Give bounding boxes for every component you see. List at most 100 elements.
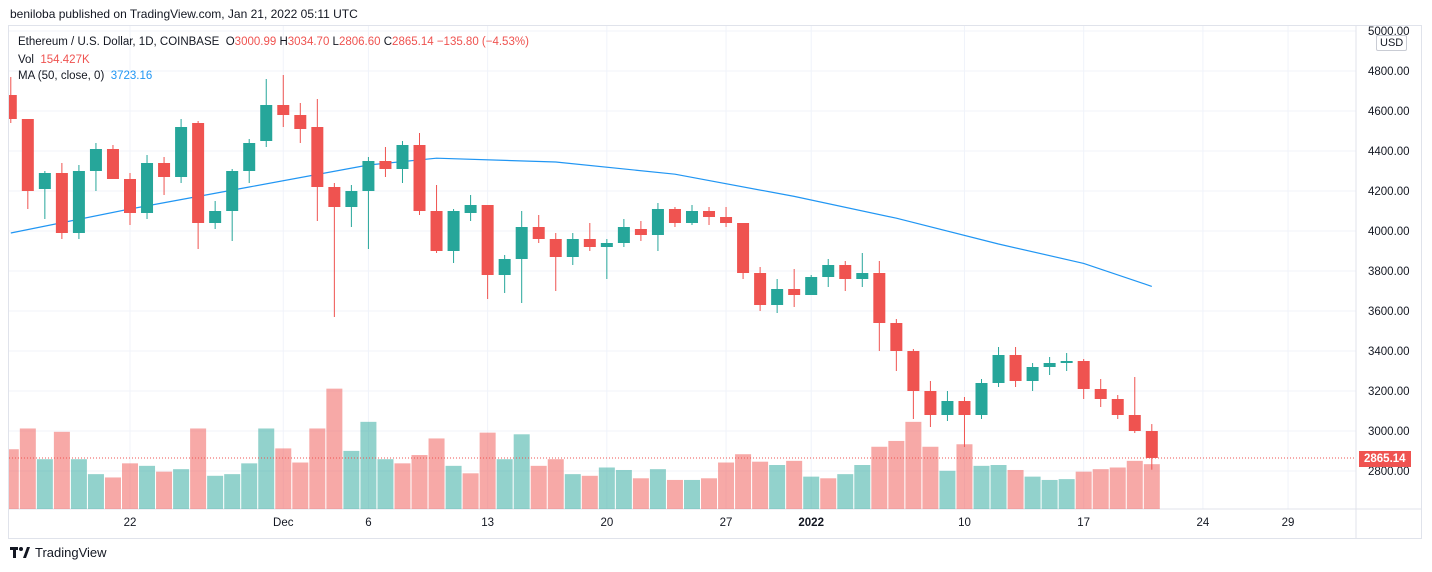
candle bbox=[1145, 424, 1158, 470]
candle bbox=[532, 215, 545, 243]
candle-body bbox=[72, 171, 85, 233]
candle bbox=[788, 269, 801, 307]
candle-body bbox=[55, 173, 68, 233]
volume-bar bbox=[19, 428, 36, 509]
candle-body bbox=[294, 115, 307, 129]
candle bbox=[617, 219, 630, 247]
candle-body bbox=[175, 127, 188, 177]
time-tick-label: 29 bbox=[1282, 517, 1295, 529]
candle-body bbox=[260, 105, 273, 141]
candles bbox=[9, 75, 1158, 470]
candle bbox=[38, 171, 51, 219]
candle bbox=[1060, 353, 1073, 371]
candle bbox=[175, 119, 188, 183]
volume-bar bbox=[649, 469, 666, 509]
candle bbox=[260, 79, 273, 147]
volume-bar bbox=[326, 388, 343, 509]
candle bbox=[583, 223, 596, 251]
volume-bar bbox=[888, 440, 905, 509]
price-tick-label: 3600.00 bbox=[1368, 306, 1410, 318]
candle bbox=[209, 201, 222, 229]
volume-bar bbox=[139, 465, 156, 509]
candle bbox=[243, 139, 256, 183]
tradingview-brand[interactable]: TradingView bbox=[10, 545, 107, 560]
candle-body bbox=[720, 217, 733, 223]
candle bbox=[566, 233, 579, 265]
candle bbox=[822, 259, 835, 287]
candle-body bbox=[1128, 415, 1141, 431]
candle bbox=[498, 255, 511, 293]
candle-body bbox=[311, 127, 324, 187]
candle-body bbox=[975, 383, 988, 415]
volume-bar bbox=[735, 454, 752, 509]
candle-body bbox=[209, 211, 222, 223]
volume-bar bbox=[411, 455, 428, 509]
candle bbox=[634, 221, 647, 241]
candle-body bbox=[1145, 431, 1158, 458]
candle-body bbox=[549, 239, 562, 257]
volume-bar bbox=[343, 450, 360, 509]
candle bbox=[856, 253, 869, 287]
candle bbox=[89, 143, 102, 191]
time-tick-label: 2022 bbox=[798, 517, 824, 529]
price-tick-label: 3400.00 bbox=[1368, 346, 1410, 358]
volume-bar bbox=[104, 477, 121, 509]
candle-body bbox=[345, 191, 358, 207]
candle-body bbox=[634, 229, 647, 235]
tradingview-logo-icon bbox=[10, 546, 30, 558]
candle-body bbox=[737, 223, 750, 273]
candle bbox=[549, 233, 562, 291]
candle-body bbox=[362, 161, 375, 191]
volume-bar bbox=[547, 459, 564, 509]
price-tick-label: 3800.00 bbox=[1368, 266, 1410, 278]
time-axis: 22 Dec 6 13 20 27 2022 10 17 24 29 bbox=[124, 517, 1295, 529]
candle-body bbox=[668, 209, 681, 223]
candle-body bbox=[328, 187, 341, 207]
candle bbox=[1026, 363, 1039, 391]
candle-body bbox=[788, 289, 801, 295]
candle-body bbox=[771, 289, 784, 305]
volume-bar bbox=[173, 469, 190, 509]
legend-ma: MA (50, close, 0) 3723.16 bbox=[18, 70, 152, 82]
candle-body bbox=[1094, 389, 1107, 399]
legend-symbol: Ethereum / U.S. Dollar, 1D, COINBASE bbox=[18, 36, 220, 48]
volume-bar bbox=[769, 465, 786, 509]
price-tick-label: 4200.00 bbox=[1368, 186, 1410, 198]
time-tick-label: Dec bbox=[273, 517, 294, 529]
legend-ohlc: Ethereum / U.S. Dollar, 1D, COINBASE O30… bbox=[18, 36, 529, 48]
legend-change: −135.80 (−4.53%) bbox=[436, 36, 529, 48]
candle bbox=[1043, 357, 1056, 375]
price-tick-label: 4400.00 bbox=[1368, 146, 1410, 158]
candle-body bbox=[481, 205, 494, 275]
candle bbox=[958, 397, 971, 447]
volume-bar bbox=[1024, 476, 1041, 509]
volume-bar bbox=[496, 459, 513, 509]
candle-body bbox=[38, 173, 51, 189]
candle bbox=[21, 119, 34, 209]
candle-body bbox=[379, 161, 392, 169]
currency-badge[interactable]: USD bbox=[1376, 35, 1408, 51]
volume-bar bbox=[53, 431, 70, 509]
candle bbox=[1094, 379, 1107, 407]
legend-volume: Vol 154.427K bbox=[18, 54, 90, 66]
volume-bar bbox=[292, 462, 309, 509]
candle bbox=[141, 155, 154, 219]
publish-info: beniloba published on TradingView.com, J… bbox=[10, 7, 358, 21]
candle-body bbox=[924, 391, 937, 415]
legend-open: 3000.99 bbox=[234, 36, 277, 48]
candle bbox=[72, 165, 85, 239]
candle-body bbox=[430, 211, 443, 251]
volume-bar bbox=[1143, 464, 1160, 509]
legend-ma-label: MA (50, close, 0) bbox=[18, 70, 105, 82]
candle bbox=[226, 169, 239, 241]
candle-body bbox=[515, 227, 528, 259]
price-axis: 2800.00 3000.00 3200.00 3400.00 3600.00 3800.… bbox=[1368, 26, 1410, 478]
candle bbox=[975, 379, 988, 419]
volume-bar bbox=[1007, 469, 1024, 509]
candle bbox=[106, 145, 119, 179]
legend-low: 2806.60 bbox=[338, 36, 381, 48]
ma-50-line bbox=[10, 157, 1152, 287]
volume-bar bbox=[190, 428, 207, 509]
volume-bar bbox=[241, 463, 258, 509]
